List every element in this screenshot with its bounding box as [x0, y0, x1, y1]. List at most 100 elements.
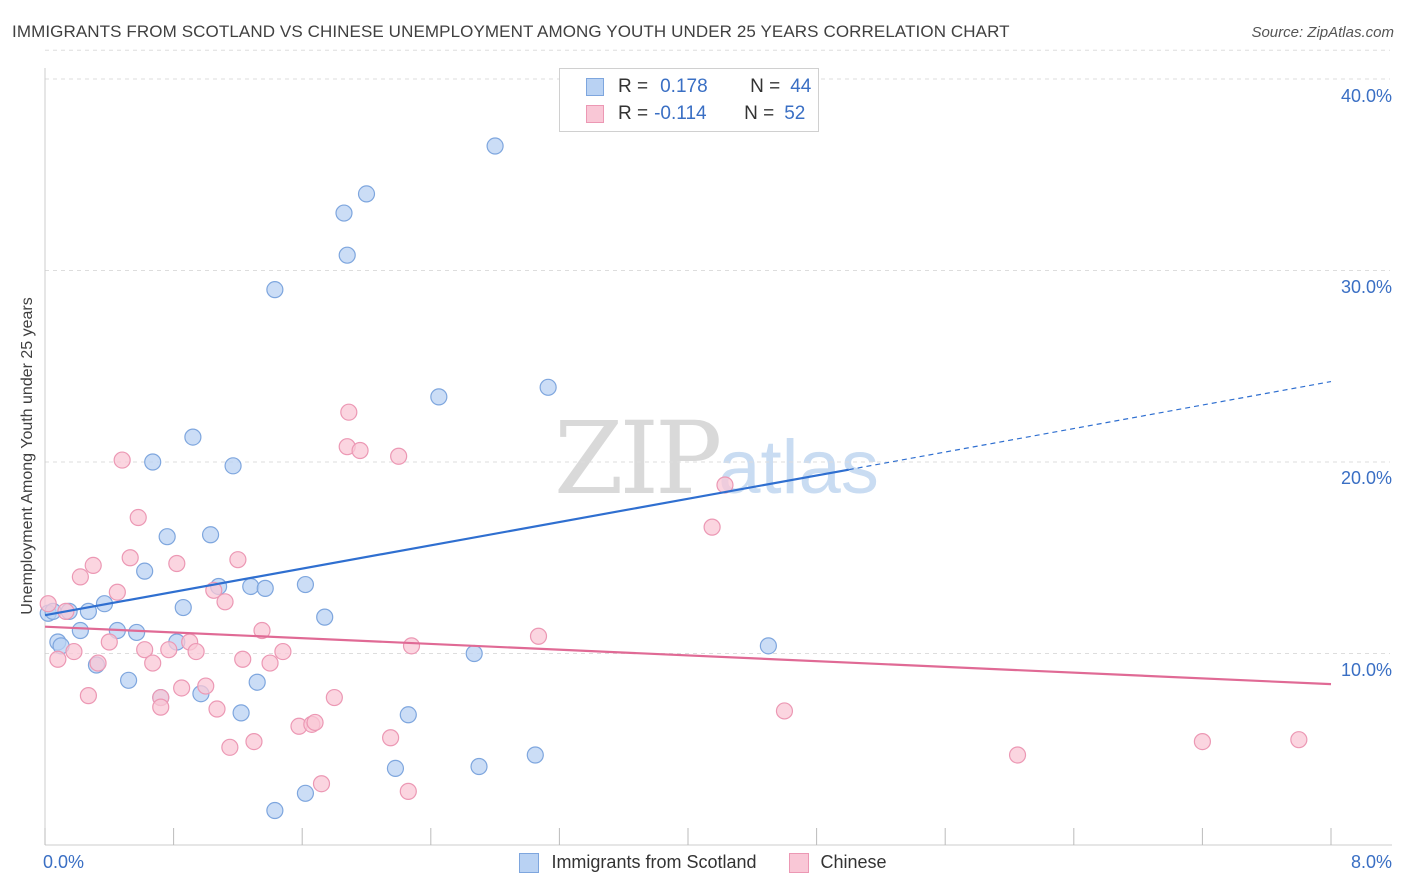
trend-layer	[44, 380, 1332, 686]
scotland-point	[296, 575, 315, 594]
legend-r-value: 0.178	[660, 76, 708, 97]
chinese-point	[234, 650, 252, 668]
chinese-point	[261, 654, 279, 672]
chinese-point	[312, 775, 331, 793]
chinese-point	[253, 621, 271, 640]
chinese-point	[65, 642, 83, 661]
scotland-point	[266, 801, 284, 820]
scotland-point	[71, 621, 89, 640]
chinese-point	[402, 637, 421, 655]
scotland-point	[232, 704, 250, 722]
chinese-point	[306, 713, 324, 732]
chinese-point	[1193, 732, 1212, 751]
scotland-trend-line	[44, 468, 849, 617]
chinese-point	[121, 549, 139, 567]
y-tick-label-30: 30.0%	[1340, 277, 1392, 297]
y-tick-label-20: 20.0%	[1340, 468, 1392, 488]
chinese-point	[529, 627, 548, 645]
y-tick-label-40: 40.0%	[1340, 86, 1392, 106]
scotland-trend-extension	[848, 380, 1332, 471]
chinese-point	[136, 641, 154, 659]
scotland-point	[201, 526, 220, 544]
chinese-point	[160, 641, 178, 659]
scotland-point	[335, 204, 353, 222]
series-swatch-scotland	[519, 852, 540, 873]
chinese-point	[382, 729, 400, 747]
y-axis-label: Unemployment Among Youth under 25 years	[19, 297, 36, 615]
chinese-point	[108, 583, 126, 601]
x-tick-label-max: 8.0%	[1350, 852, 1392, 872]
chinese-point	[113, 451, 131, 469]
chinese-point	[84, 556, 102, 575]
scotland-point	[158, 528, 176, 546]
scotland-point	[470, 757, 488, 776]
scotland-point	[465, 644, 483, 663]
scotland-point	[486, 137, 504, 155]
series-legend-label: Immigrants from Scotland	[551, 852, 757, 872]
legend-row-scotland: R = 0.178 N = 44	[586, 75, 811, 99]
x-tick-label-min: 0.0%	[43, 852, 85, 872]
chinese-point	[703, 518, 721, 536]
chinese-point	[1290, 731, 1308, 749]
scotland-point	[144, 453, 162, 471]
scotland-point	[526, 746, 544, 764]
legend-r-value: -0.114	[654, 103, 707, 124]
legend-n-label: N =	[744, 103, 775, 124]
y-tick-label-10: 10.0%	[1340, 660, 1392, 680]
legend-swatch-chinese	[586, 105, 604, 123]
scotland-point	[224, 457, 242, 475]
series-swatch-chinese	[788, 852, 809, 873]
chinese-point	[49, 650, 67, 668]
series-legend-scotland[interactable]: Immigrants from Scotland	[519, 852, 757, 873]
chinese-point	[168, 554, 186, 573]
legend-n-value: 44	[790, 76, 812, 97]
scotland-point	[399, 706, 417, 724]
scotland-point	[174, 598, 192, 617]
scotland-point	[296, 784, 315, 802]
chinese-point	[71, 568, 89, 586]
scotland-point	[539, 378, 557, 396]
chinese-point	[274, 642, 292, 661]
chinese-point	[399, 782, 417, 800]
chinese-point	[229, 551, 247, 569]
chinese-point	[100, 633, 118, 651]
scotland-point	[266, 281, 284, 299]
legend-r-label: R =	[618, 76, 649, 97]
chinese-point	[340, 403, 358, 421]
scotland-point	[430, 388, 448, 406]
chinese-point	[89, 654, 107, 672]
series-legend-label: Chinese	[820, 852, 887, 872]
scotland-point	[256, 579, 274, 597]
chinese-point	[221, 738, 239, 756]
chinese-point	[129, 508, 147, 527]
scotland-point	[242, 577, 260, 596]
scotland-point	[248, 673, 266, 691]
series-legend: Immigrants from Scotland Chinese	[0, 852, 1406, 873]
scotland-point	[136, 562, 154, 580]
chinese-point	[152, 698, 170, 716]
chinese-point	[351, 441, 369, 460]
scotland-point	[184, 428, 202, 446]
chinese-trend-line	[44, 625, 1332, 686]
legend-swatch-scotland	[586, 78, 604, 96]
chinese-point	[245, 732, 263, 751]
source-credit: Source: ZipAtlas.com	[1251, 24, 1394, 41]
scotland-point	[128, 623, 146, 642]
scotland-point	[119, 671, 138, 689]
correlation-legend: R = 0.178 N = 44 R = -0.114 N = 52	[559, 68, 819, 132]
point-layer	[39, 137, 1308, 820]
chinese-point	[216, 593, 234, 611]
chinese-point	[775, 702, 794, 720]
chinese-point	[325, 688, 343, 707]
legend-n-value: 52	[784, 103, 806, 124]
axis-layer	[44, 68, 1392, 846]
chinese-point	[390, 447, 408, 465]
chinese-point	[39, 595, 57, 613]
chinese-point	[79, 687, 98, 705]
legend-row-chinese: R = -0.114 N = 52	[586, 102, 805, 126]
series-legend-chinese[interactable]: Chinese	[788, 852, 887, 873]
chinese-point	[208, 700, 226, 718]
chart-title: IMMIGRANTS FROM SCOTLAND VS CHINESE UNEM…	[12, 22, 1010, 41]
chinese-point	[197, 677, 215, 695]
